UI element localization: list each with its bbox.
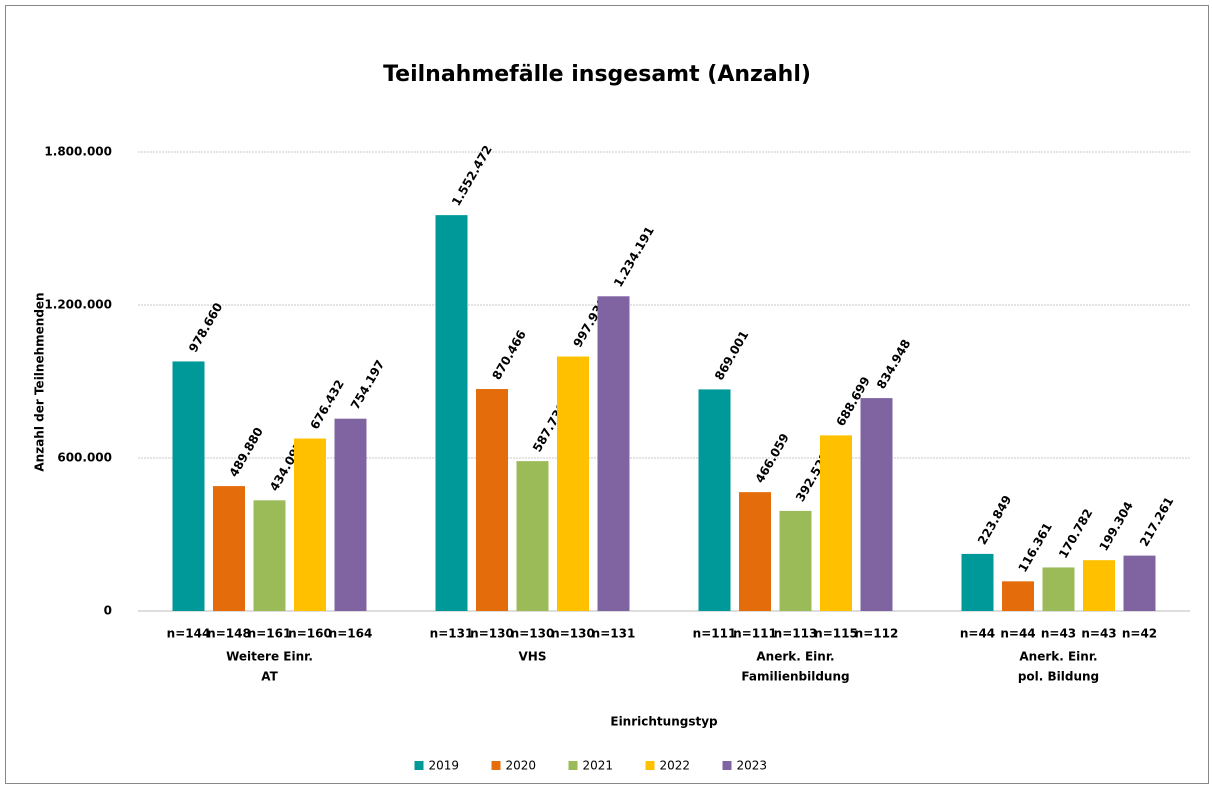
bar bbox=[1083, 560, 1115, 611]
bar bbox=[779, 510, 812, 611]
bar bbox=[334, 418, 367, 611]
x-tick-label: Familienbildung bbox=[741, 670, 849, 684]
bar bbox=[213, 486, 245, 611]
sample-size-label: n=161 bbox=[248, 627, 292, 641]
legend-swatch bbox=[645, 761, 655, 770]
sample-size-label: n=131 bbox=[430, 627, 474, 641]
sample-size-label: n=43 bbox=[1041, 627, 1076, 641]
sample-size-label: n=44 bbox=[960, 627, 995, 641]
y-tick-label: 1.200.000 bbox=[44, 298, 112, 312]
sample-size-label: n=130 bbox=[470, 627, 514, 641]
legend-label: 2021 bbox=[583, 759, 614, 773]
bar bbox=[698, 389, 731, 611]
x-axis-title: Einrichtungstyp bbox=[610, 715, 718, 729]
bar bbox=[1042, 567, 1075, 611]
x-tick-label: pol. Bildung bbox=[1018, 670, 1099, 684]
bar bbox=[739, 492, 771, 611]
sample-size-label: n=160 bbox=[288, 627, 332, 641]
x-tick-label: Anerk. Einr. bbox=[756, 650, 834, 664]
sample-size-label: n=113 bbox=[774, 627, 818, 641]
legend-swatch bbox=[414, 761, 424, 770]
legend-label: 2020 bbox=[506, 759, 537, 773]
sample-size-label: n=130 bbox=[551, 627, 595, 641]
chart-title: Teilnahmefälle insgesamt (Anzahl) bbox=[383, 62, 811, 87]
legend-label: 2022 bbox=[660, 759, 691, 773]
sample-size-label: n=130 bbox=[511, 627, 555, 641]
x-tick-label: Weitere Einr. bbox=[226, 650, 313, 664]
bar bbox=[294, 438, 326, 611]
bar bbox=[1123, 555, 1156, 611]
sample-size-label: n=42 bbox=[1122, 627, 1157, 641]
legend-label: 2023 bbox=[737, 759, 768, 773]
legend-swatch bbox=[722, 761, 732, 770]
sample-size-label: n=148 bbox=[207, 627, 251, 641]
y-tick-label: 1.800.000 bbox=[44, 145, 112, 159]
bar bbox=[961, 553, 994, 611]
y-tick-label: 0 bbox=[104, 604, 112, 618]
sample-size-label: n=164 bbox=[329, 627, 373, 641]
y-axis-title: Anzahl der Teilnehmenden bbox=[33, 292, 47, 471]
bar bbox=[597, 296, 630, 611]
sample-size-label: n=43 bbox=[1081, 627, 1116, 641]
bar bbox=[172, 361, 205, 611]
sample-size-label: n=111 bbox=[733, 627, 777, 641]
bar bbox=[557, 356, 589, 611]
legend-label: 2019 bbox=[429, 759, 460, 773]
bar bbox=[820, 435, 852, 611]
legend-swatch bbox=[491, 761, 501, 770]
x-tick-label: Anerk. Einr. bbox=[1019, 650, 1097, 664]
bar bbox=[1002, 581, 1034, 611]
sample-size-label: n=131 bbox=[592, 627, 636, 641]
sample-size-label: n=144 bbox=[167, 627, 211, 641]
legend-swatch bbox=[568, 761, 578, 770]
sample-size-label: n=112 bbox=[855, 627, 899, 641]
sample-size-label: n=115 bbox=[814, 627, 858, 641]
sample-size-label: n=111 bbox=[693, 627, 737, 641]
x-tick-label: AT bbox=[261, 670, 278, 684]
bar bbox=[860, 398, 893, 611]
sample-size-label: n=44 bbox=[1000, 627, 1035, 641]
bar bbox=[516, 461, 549, 611]
x-tick-label: VHS bbox=[519, 650, 547, 664]
bar bbox=[253, 500, 286, 611]
bar bbox=[435, 215, 468, 612]
bar bbox=[476, 389, 508, 611]
y-tick-label: 600.000 bbox=[57, 451, 112, 465]
